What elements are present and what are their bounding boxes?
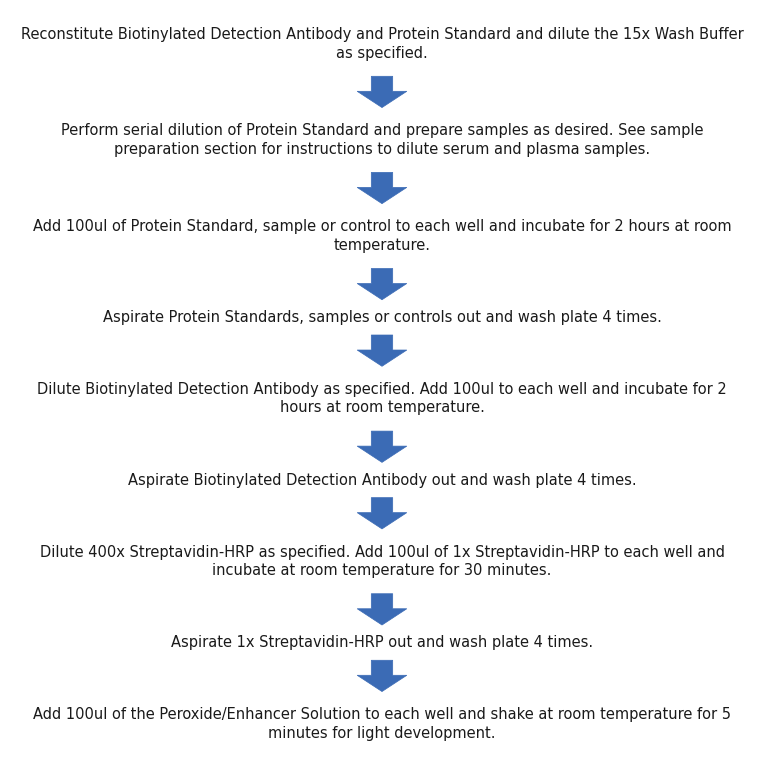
Polygon shape	[358, 335, 406, 366]
Polygon shape	[358, 497, 406, 529]
Polygon shape	[358, 173, 406, 204]
Text: Dilute 400x Streptavidin-HRP as specified. Add 100ul of 1x Streptavidin-HRP to e: Dilute 400x Streptavidin-HRP as specifie…	[40, 545, 724, 578]
Text: Aspirate Biotinylated Detection Antibody out and wash plate 4 times.: Aspirate Biotinylated Detection Antibody…	[128, 472, 636, 487]
Polygon shape	[358, 76, 406, 108]
Text: Aspirate 1x Streptavidin-HRP out and wash plate 4 times.: Aspirate 1x Streptavidin-HRP out and was…	[171, 635, 593, 650]
Polygon shape	[358, 594, 406, 625]
Text: Dilute Biotinylated Detection Antibody as specified. Add 100ul to each well and : Dilute Biotinylated Detection Antibody a…	[37, 382, 727, 416]
Polygon shape	[358, 268, 406, 299]
Text: Aspirate Protein Standards, samples or controls out and wash plate 4 times.: Aspirate Protein Standards, samples or c…	[102, 310, 662, 325]
Text: Perform serial dilution of Protein Standard and prepare samples as desired. See : Perform serial dilution of Protein Stand…	[61, 123, 703, 157]
Text: Add 100ul of Protein Standard, sample or control to each well and incubate for 2: Add 100ul of Protein Standard, sample or…	[33, 219, 731, 253]
Polygon shape	[358, 660, 406, 691]
Text: Add 100ul of the Peroxide/Enhancer Solution to each well and shake at room tempe: Add 100ul of the Peroxide/Enhancer Solut…	[33, 707, 731, 741]
Text: Reconstitute Biotinylated Detection Antibody and Protein Standard and dilute the: Reconstitute Biotinylated Detection Anti…	[21, 27, 743, 60]
Polygon shape	[358, 431, 406, 462]
